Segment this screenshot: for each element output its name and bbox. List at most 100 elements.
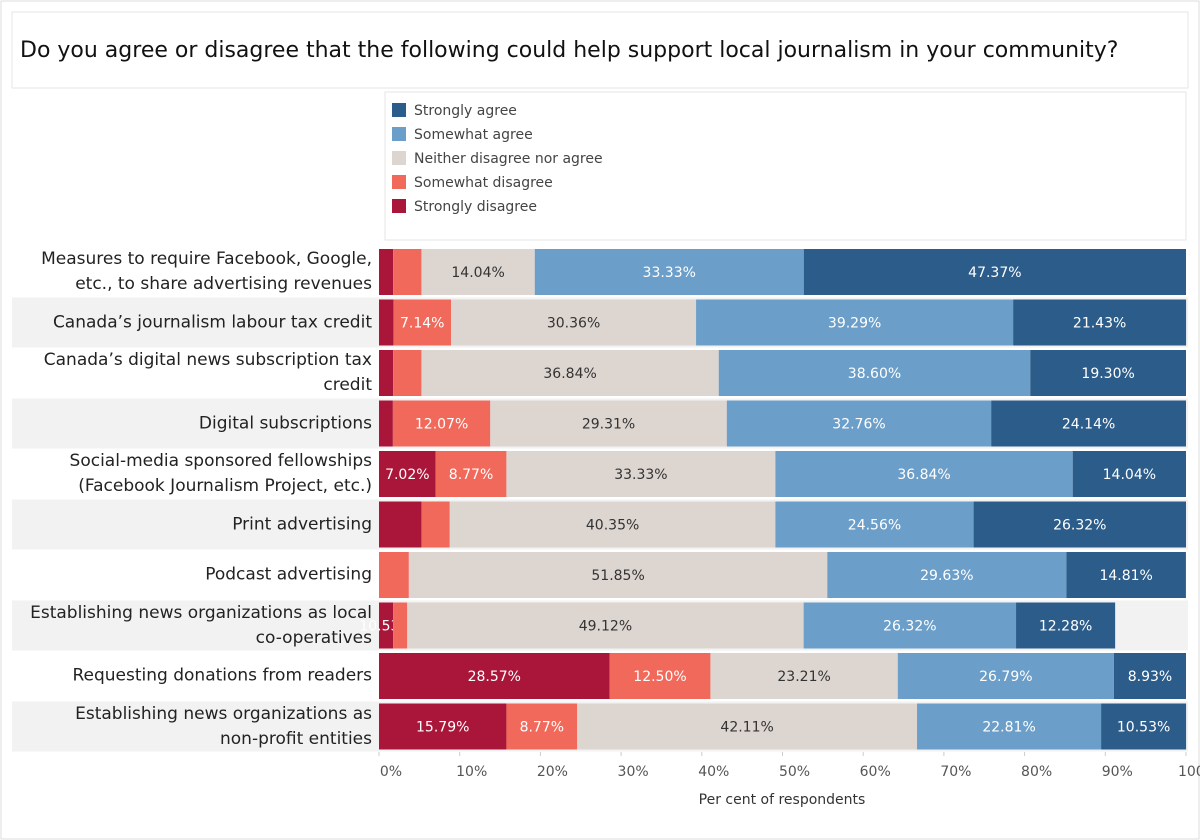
bar-segment (379, 703, 507, 750)
legend-swatch (392, 199, 406, 213)
bar-segment (379, 350, 394, 396)
bar-segment (392, 400, 491, 447)
bar-segment (379, 552, 409, 598)
bar-segment (1030, 350, 1186, 396)
value-label: 14.04% (451, 265, 504, 281)
value-label: 39.29% (828, 316, 881, 332)
value-label: 10.53% (1117, 720, 1170, 736)
x-tick-label: 100% (1178, 764, 1200, 780)
bar-segment (506, 451, 776, 497)
bar-segment (490, 400, 727, 447)
value-label: 29.31% (582, 417, 635, 433)
value-label: 7.14% (400, 316, 444, 332)
bar-segment (696, 299, 1014, 346)
category-label: Canada’s journalism labour tax credit (52, 312, 372, 332)
value-label: 36.84% (543, 366, 596, 382)
value-label: 12.28% (1039, 619, 1092, 635)
value-label: 12.07% (415, 417, 468, 433)
value-label: 51.85% (591, 568, 644, 584)
bar-segment (379, 400, 393, 447)
value-label: 29.63% (920, 568, 973, 584)
value-label: 42.11% (720, 720, 773, 736)
value-label: 8.93% (1128, 669, 1172, 685)
bar-segment (421, 350, 719, 396)
value-label: 40.35% (586, 518, 639, 534)
value-label: 12.50% (633, 669, 686, 685)
bar-segment (435, 451, 507, 497)
x-tick-label: 50% (779, 764, 810, 780)
value-label: 21.43% (1073, 316, 1126, 332)
bar-segment (609, 653, 711, 699)
bar-segment (379, 451, 436, 497)
category-label: Digital subscriptions (198, 413, 372, 433)
bar-segment (379, 501, 422, 548)
value-label: 24.56% (848, 518, 901, 534)
value-label: 26.32% (883, 619, 936, 635)
x-tick-label: 90% (1102, 764, 1133, 780)
bar-segment (803, 249, 1186, 295)
value-label: 19.30% (1081, 366, 1134, 382)
bar-segment (407, 602, 804, 649)
bar-segment (1016, 602, 1116, 649)
bar-segment (379, 602, 394, 649)
bar-segment (534, 249, 804, 295)
value-label: 15.79% (416, 720, 469, 736)
x-tick-label: 40% (698, 764, 729, 780)
legend-label: Strongly disagree (414, 199, 537, 215)
title-box (11, 11, 1189, 89)
value-label: 49.12% (579, 619, 632, 635)
value-label: 47.37% (968, 265, 1021, 281)
value-label: 8.77% (520, 720, 564, 736)
bar-segment (379, 653, 610, 699)
bar-segment (393, 602, 408, 649)
value-label: 26.79% (979, 669, 1032, 685)
bar-segment (726, 400, 992, 447)
value-label: 23.21% (777, 669, 830, 685)
bar-segment (421, 501, 450, 548)
value-label: 14.04% (1103, 467, 1156, 483)
value-label: 7.02% (385, 467, 429, 483)
legend-swatch (392, 127, 406, 141)
bar-segment (803, 602, 1017, 649)
bar-segment (1066, 552, 1186, 598)
value-label: 33.33% (614, 467, 667, 483)
bar-segment (379, 249, 394, 295)
bar-segment (421, 249, 535, 295)
value-label: 24.14% (1062, 417, 1115, 433)
bar-segment (506, 703, 578, 750)
value-label: 8.77% (449, 467, 493, 483)
bar-segment (775, 451, 1073, 497)
x-tick-label: 70% (940, 764, 971, 780)
value-label: 30.36% (547, 316, 600, 332)
bar-segment (1013, 299, 1187, 346)
value-label: 22.81% (982, 720, 1035, 736)
category-label: Canada’s digital news subscription tax c… (43, 350, 372, 395)
bar-segment (917, 703, 1102, 750)
value-label: 14.81% (1099, 568, 1152, 584)
x-tick-label: 0% (380, 764, 402, 780)
x-tick-label: 30% (618, 764, 649, 780)
x-tick-label: 60% (860, 764, 891, 780)
value-label: 26.32% (1053, 518, 1106, 534)
legend-label: Somewhat agree (414, 127, 533, 143)
bar-segment (393, 299, 452, 346)
bar-segment (451, 299, 697, 346)
legend-swatch (392, 103, 406, 117)
bar-segment (408, 552, 828, 598)
bar-segment (577, 703, 918, 750)
x-axis-label: Per cent of respondents (699, 792, 866, 808)
legend-box (384, 91, 1187, 241)
category-label: Establishing news organizations as local… (30, 602, 372, 648)
category-label: Print advertising (232, 514, 372, 534)
legend-label: Somewhat disagree (414, 175, 553, 191)
bar-segment (449, 501, 776, 548)
category-label: Establishing news organizations as non-p… (75, 703, 372, 749)
bar-segment (775, 501, 974, 548)
value-label: 28.57% (468, 669, 521, 685)
bar-segment (393, 350, 422, 396)
x-tick-label: 80% (1021, 764, 1052, 780)
category-label: Social-media sponsored fellowships (Face… (69, 451, 372, 496)
